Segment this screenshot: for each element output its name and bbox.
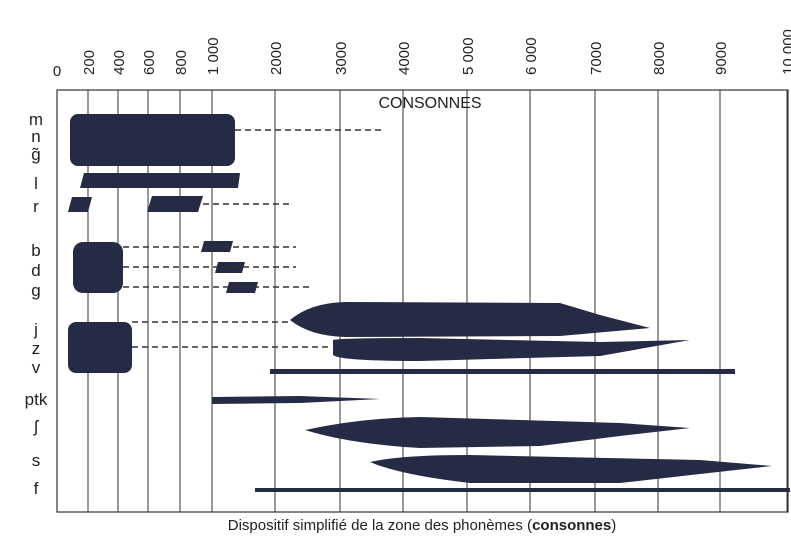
zone-sh (305, 417, 690, 448)
tick-label: 1 000 (205, 37, 222, 75)
tick-label: 5 000 (460, 37, 477, 75)
caption-text: Dispositif simplifié de la zone des phon… (228, 517, 532, 534)
tick-label: 8000 (651, 42, 668, 75)
tick-label: 9000 (713, 42, 730, 75)
tick-label: 0 (53, 63, 61, 80)
frame (56, 89, 789, 513)
zone-s (370, 455, 772, 483)
tick-label: 10 000 (780, 29, 791, 75)
tick-label: 6 000 (523, 37, 540, 75)
zone-b-d-g (73, 242, 123, 293)
tick-label: 200 (81, 50, 98, 75)
phoneme-label: ʃ (33, 417, 39, 436)
phoneme-label: b (31, 241, 40, 260)
tick-label: 3000 (333, 42, 350, 75)
caption-bold: consonnes (532, 517, 611, 534)
dash (132, 321, 332, 348)
phoneme-label: r (33, 197, 39, 216)
phoneme-label: f (34, 479, 39, 498)
tick-label: 800 (173, 50, 190, 75)
zone-r (147, 196, 203, 212)
phoneme-label: m (29, 110, 43, 129)
zone-d (215, 262, 245, 273)
zone-z (333, 338, 690, 361)
zone-l (80, 173, 240, 188)
zone-m-n-g (70, 114, 235, 166)
header: CONSONNES (378, 95, 481, 112)
tick-label: 400 (111, 50, 128, 75)
zone-j (290, 302, 650, 337)
phoneme-label: l (34, 174, 38, 193)
phoneme-label: n (31, 127, 40, 146)
dash (123, 246, 312, 288)
phoneme-label: z (32, 339, 41, 358)
zone-v (270, 369, 735, 374)
phoneme-label: d (31, 261, 40, 280)
phoneme-label: v (32, 358, 41, 377)
phoneme-label: s (32, 451, 41, 470)
phoneme-label: g (31, 281, 40, 300)
zone-f (255, 488, 790, 492)
tick-label: 4000 (396, 42, 413, 75)
caption-text: ) (611, 517, 616, 534)
tick-label: 2000 (268, 42, 285, 75)
tick-label: 7000 (588, 42, 605, 75)
tick-label: 600 (141, 50, 158, 75)
caption: Dispositif simplifié de la zone des phon… (228, 517, 617, 534)
zone-r (68, 197, 92, 212)
zone-g (226, 282, 258, 293)
zone-ptk (212, 396, 380, 404)
phoneme-label: ptk (25, 390, 48, 409)
zone-j-z-v (68, 322, 132, 373)
phoneme-label: g̃ (31, 145, 40, 164)
zones (68, 114, 790, 492)
phoneme-label: j (33, 320, 38, 339)
